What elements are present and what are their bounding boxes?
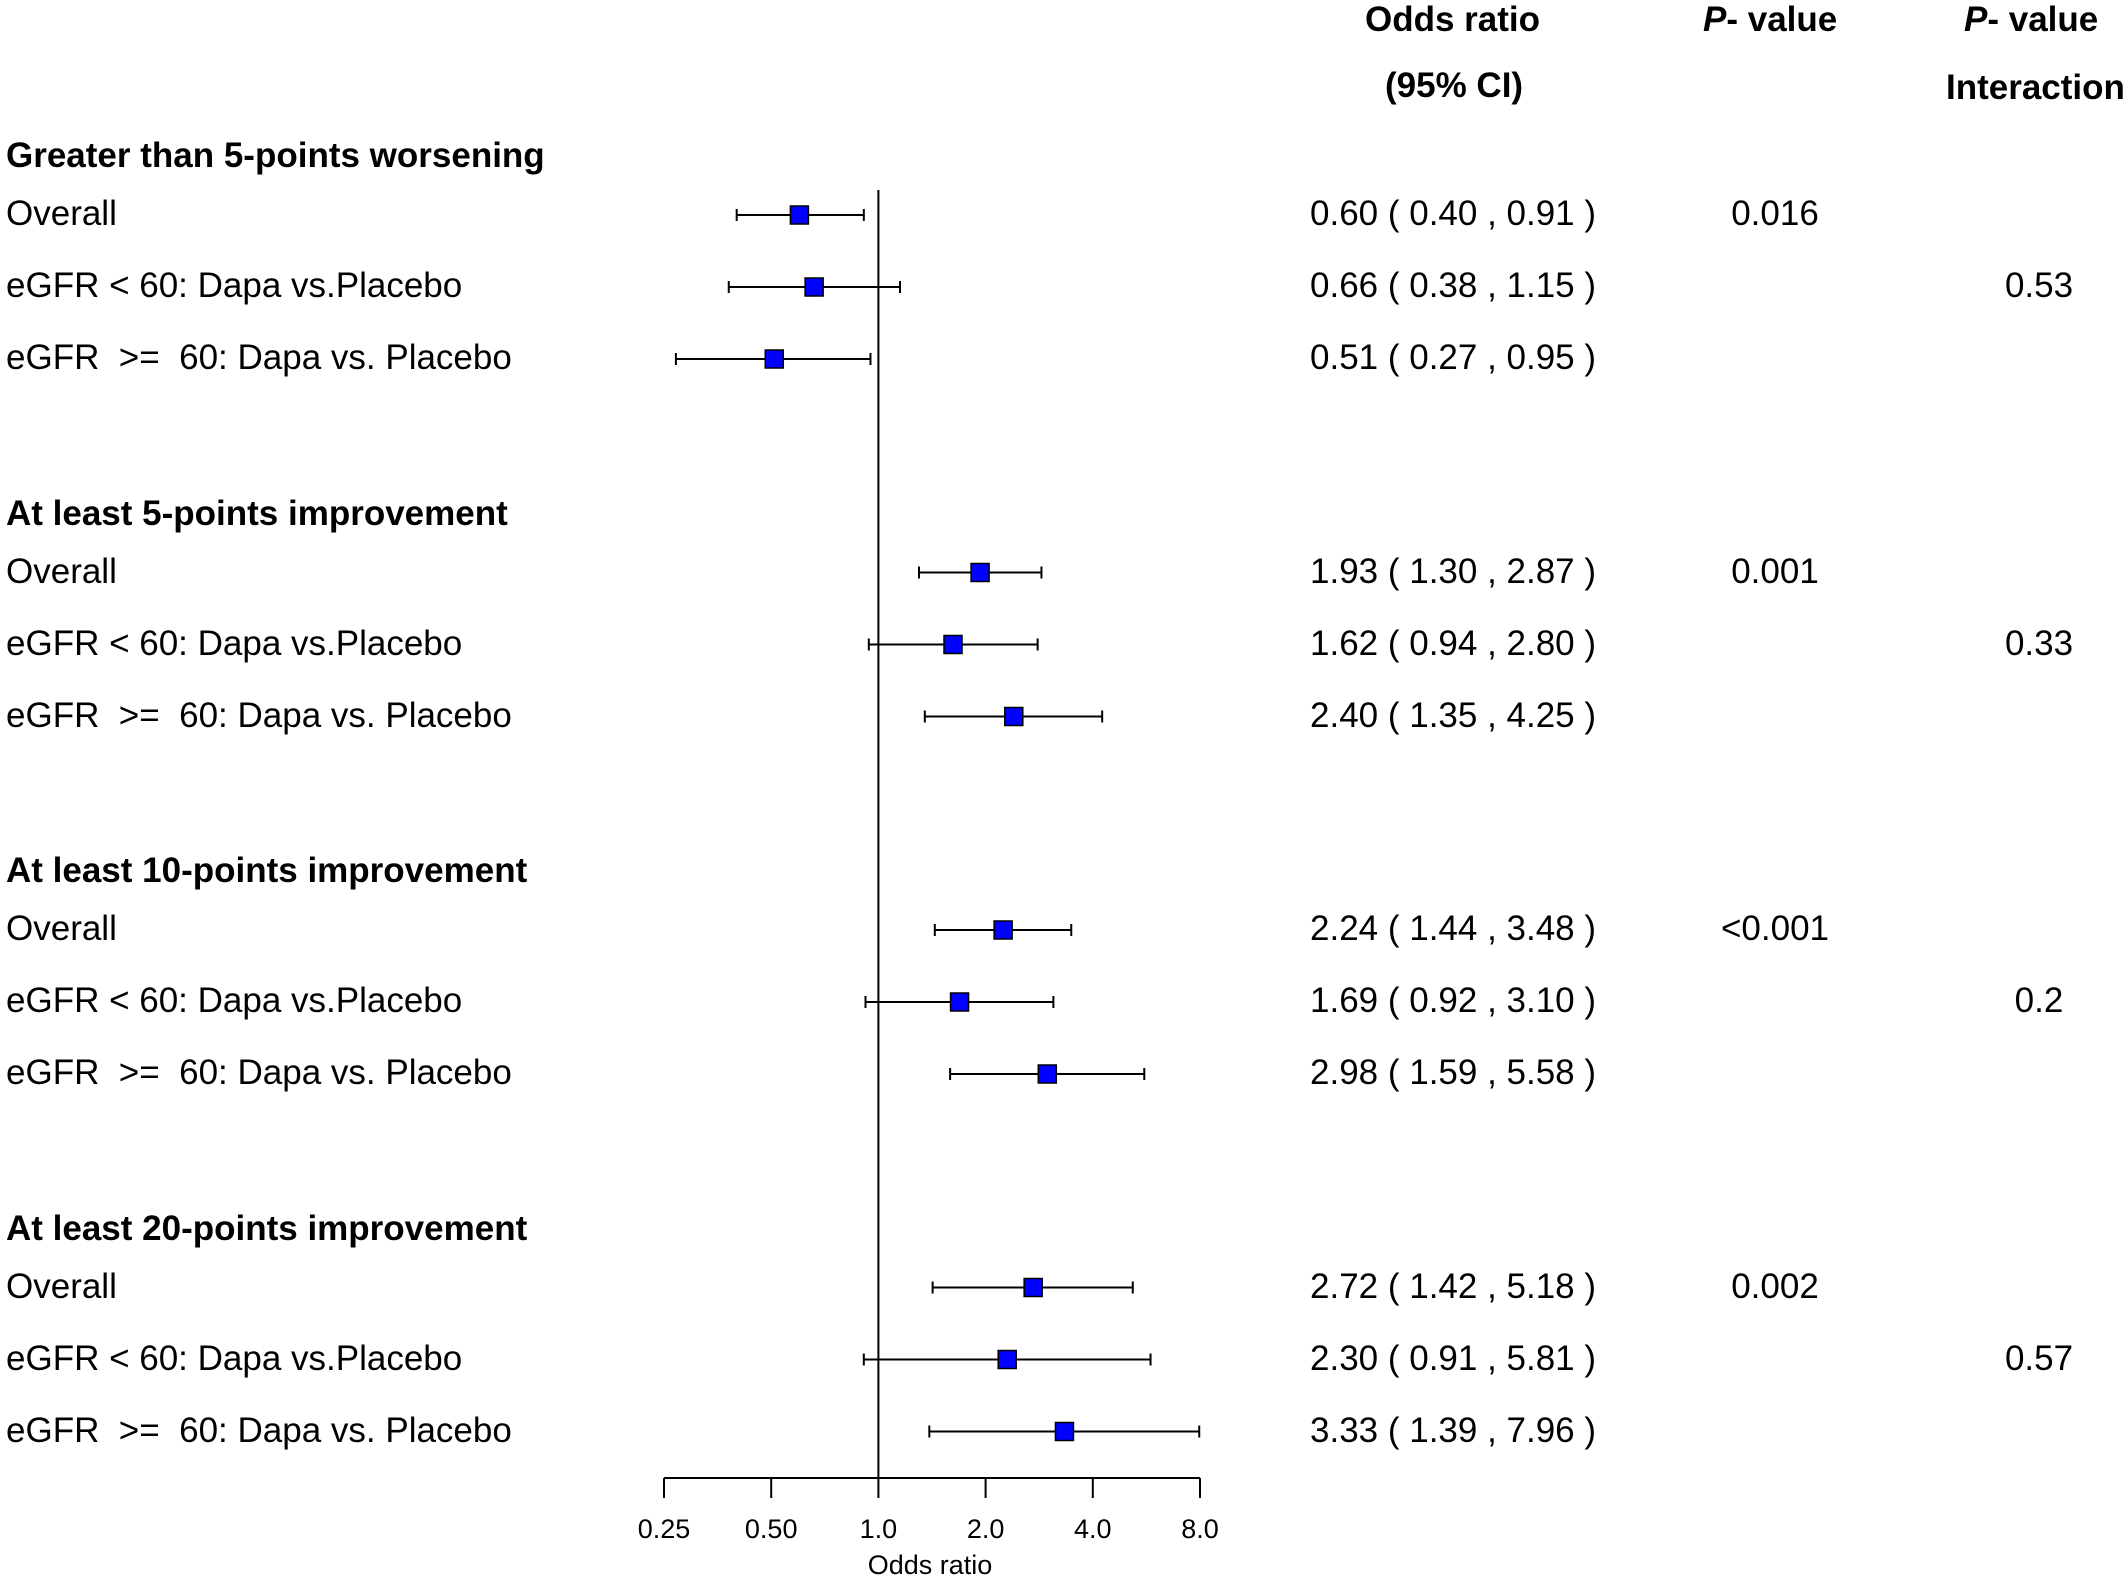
p-interaction-value: 0.2 <box>2014 981 2064 1020</box>
p-value: <0.001 <box>1720 909 1830 948</box>
ci-text: 2.98 ( 1.59 , 5.58 ) <box>1310 1053 1597 1092</box>
row-label: Overall <box>6 551 117 591</box>
row-label: eGFR < 60: Dapa vs.Placebo <box>6 266 463 305</box>
row-label: eGFR >= 60: Dapa vs. Placebo <box>6 695 512 735</box>
p-value: 0.016 <box>1731 194 1819 233</box>
x-tick-label: 0.25 <box>638 1514 691 1544</box>
ci-group <box>864 992 1055 1012</box>
row-label: Overall <box>6 194 117 233</box>
ci-group <box>923 706 1104 727</box>
point-estimate-marker <box>970 562 990 583</box>
point-estimate-marker <box>993 920 1013 940</box>
ci-group <box>862 1349 1152 1370</box>
ci-group <box>933 920 1073 940</box>
point-estimate-marker <box>789 205 810 225</box>
row-label: eGFR >= 60: Dapa vs. Placebo <box>6 1410 512 1450</box>
ci-text: 0.60 ( 0.40 , 0.91 ) <box>1310 194 1597 233</box>
p-interaction-value: 0.33 <box>2004 623 2074 663</box>
x-tick-label: 4.0 <box>1074 1514 1112 1544</box>
ci-group <box>931 1277 1134 1298</box>
header-95ci: (95% CI) <box>1385 66 1524 105</box>
ci-group <box>735 205 865 225</box>
ci-text: 0.66 ( 0.38 , 1.15 ) <box>1310 266 1597 305</box>
p-value: 0.001 <box>1731 551 1819 591</box>
ci-text: 1.93 ( 1.30 , 2.87 ) <box>1310 551 1597 591</box>
x-tick-label: 2.0 <box>967 1514 1005 1544</box>
header-p-suffix: - value <box>1726 0 1838 39</box>
section-title: Greater than 5-points worsening <box>6 136 545 175</box>
row-label: eGFR >= 60: Dapa vs. Placebo <box>6 1053 512 1092</box>
ci-text: 2.24 ( 1.44 , 3.48 ) <box>1310 909 1597 948</box>
row-label: eGFR >= 60: Dapa vs. Placebo <box>6 338 512 377</box>
point-estimate-marker <box>1037 1064 1058 1084</box>
section-title: At least 10-points improvement <box>6 851 528 890</box>
header-p-interaction: P- value <box>1964 2 2098 37</box>
header-pint-suffix: - value <box>1987 0 2099 39</box>
point-estimate-marker <box>764 349 785 369</box>
row-label: eGFR < 60: Dapa vs.Placebo <box>6 1338 463 1378</box>
section-title: At least 5-points improvement <box>6 493 508 533</box>
row-label: Overall <box>6 1266 117 1306</box>
point-estimate-marker <box>1004 706 1024 727</box>
ci-text: 2.30 ( 0.91 , 5.81 ) <box>1310 1338 1597 1378</box>
point-estimate-marker <box>943 634 963 655</box>
header-p-letter: P <box>1703 0 1727 39</box>
ci-text: 3.33 ( 1.39 , 7.96 ) <box>1310 1410 1597 1450</box>
x-axis-label: Odds ratio <box>868 1550 993 1580</box>
ci-text: 1.69 ( 0.92 , 3.10 ) <box>1310 981 1597 1020</box>
point-estimate-marker <box>949 992 970 1012</box>
row-label: eGFR < 60: Dapa vs.Placebo <box>6 623 463 663</box>
ci-group <box>949 1064 1146 1084</box>
ci-text: 2.72 ( 1.42 , 5.18 ) <box>1310 1266 1597 1306</box>
ci-text: 1.62 ( 0.94 , 2.80 ) <box>1310 623 1597 663</box>
header-p-value: P- value <box>1703 2 1837 37</box>
ci-group <box>867 634 1039 655</box>
point-estimate-marker <box>1054 1421 1075 1442</box>
ci-text: 2.40 ( 1.35 , 4.25 ) <box>1310 695 1597 735</box>
p-value: 0.002 <box>1731 1266 1819 1306</box>
x-tick-label: 0.50 <box>745 1514 798 1544</box>
point-estimate-marker <box>804 277 824 297</box>
x-tick-label: 8.0 <box>1181 1514 1219 1544</box>
point-estimate-marker <box>1023 1277 1043 1298</box>
section-title: At least 20-points improvement <box>6 1208 528 1248</box>
ci-group <box>674 349 872 369</box>
point-estimate-marker <box>997 1349 1017 1370</box>
ci-group <box>917 562 1043 583</box>
ci-group <box>727 277 902 297</box>
p-interaction-value: 0.53 <box>2004 266 2074 305</box>
ci-group <box>928 1421 1201 1442</box>
row-label: eGFR < 60: Dapa vs.Placebo <box>6 981 463 1020</box>
header-pint-letter: P <box>1964 0 1988 39</box>
x-tick-label: 1.0 <box>860 1514 898 1544</box>
header-odds-ratio: Odds ratio <box>1365 0 1541 39</box>
p-interaction-value: 0.57 <box>2004 1338 2074 1378</box>
row-label: Overall <box>6 909 117 948</box>
header-interaction: Interaction <box>1946 68 2125 107</box>
ci-text: 0.51 ( 0.27 , 0.95 ) <box>1310 338 1597 377</box>
